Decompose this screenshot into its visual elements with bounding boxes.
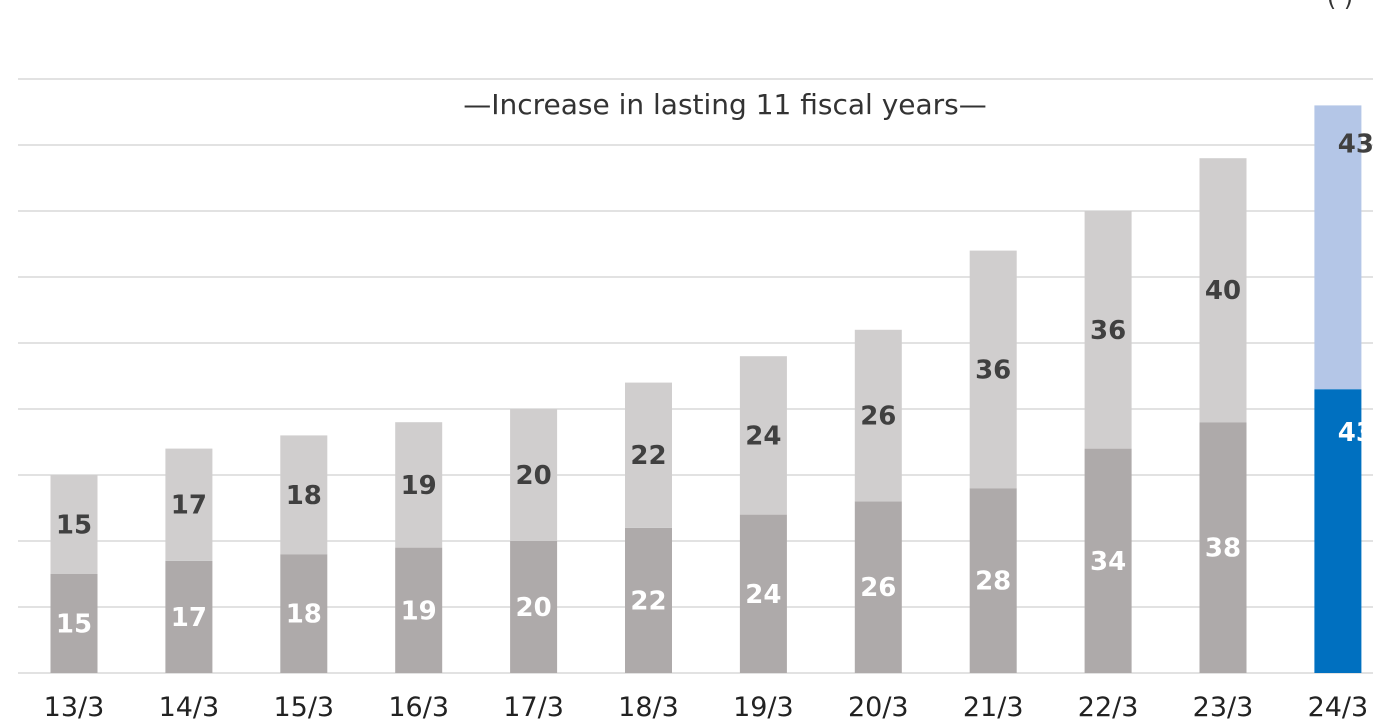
data-label-upper-17-3: 20 — [516, 461, 552, 491]
bars — [50, 105, 1362, 673]
data-label-lower-24-3: 43 — [1338, 418, 1373, 448]
x-tick-label-15-3: 15/3 — [273, 692, 334, 723]
bar-labels: 15 15 17 17 18 18 19 19 20 20 22 22 24 24 26 26 28 36 34 36… — [56, 129, 1373, 639]
bar-upper-14-3 — [165, 448, 213, 561]
bar-lower-20-3 — [854, 501, 902, 673]
x-tick-label-13-3: 13/3 — [44, 692, 105, 723]
bar-upper-20-3 — [854, 329, 902, 502]
x-tick-label-18-3: 18/3 — [618, 692, 679, 723]
data-label-upper-19-3: 24 — [745, 421, 781, 451]
bar-lower-21-3 — [969, 488, 1017, 673]
bar-upper-17-3 — [510, 409, 558, 541]
data-label-lower-19-3: 24 — [745, 580, 781, 610]
x-tick-label-23-3: 23/3 — [1193, 692, 1254, 723]
x-tick-label-20-3: 20/3 — [848, 692, 909, 723]
data-label-upper-23-3: 40 — [1205, 276, 1241, 306]
bar-lower-18-3 — [625, 527, 672, 673]
x-tick-label-24-3: 24/3 — [1308, 692, 1369, 723]
data-label-lower-23-3: 38 — [1205, 534, 1241, 564]
grid-lines — [18, 78, 1373, 674]
bar-upper-13-3 — [50, 475, 98, 574]
data-label-upper-16-3: 19 — [401, 471, 437, 501]
data-label-upper-22-3: 36 — [1090, 316, 1126, 346]
x-tick-label-14-3: 14/3 — [159, 692, 220, 723]
bar-upper-22-3 — [1084, 211, 1132, 449]
bar-lower-16-3 — [395, 547, 443, 673]
unit-label: ( ) — [1327, 0, 1353, 12]
data-label-upper-15-3: 18 — [286, 481, 322, 511]
data-label-lower-18-3: 22 — [630, 586, 666, 616]
bar-lower-22-3 — [1084, 448, 1132, 673]
bar-lower-14-3 — [165, 560, 213, 673]
data-label-lower-17-3: 20 — [516, 593, 552, 623]
data-label-lower-13-3: 15 — [56, 610, 92, 640]
bar-upper-16-3 — [395, 422, 443, 548]
bar-upper-23-3 — [1199, 158, 1247, 423]
bar-lower-15-3 — [280, 554, 328, 673]
data-label-upper-13-3: 15 — [56, 511, 92, 541]
data-label-lower-15-3: 18 — [286, 600, 322, 630]
bar-lower-24-3 — [1314, 389, 1362, 673]
data-label-lower-20-3: 26 — [860, 573, 896, 603]
data-label-lower-14-3: 17 — [171, 603, 207, 633]
x-tick-label-22-3: 22/3 — [1078, 692, 1139, 723]
bar-upper-21-3 — [969, 250, 1017, 489]
data-label-lower-16-3: 19 — [401, 596, 437, 626]
data-label-upper-20-3: 26 — [860, 402, 896, 432]
x-tick-label-21-3: 21/3 — [963, 692, 1024, 723]
data-label-upper-18-3: 22 — [630, 441, 666, 471]
bar-lower-23-3 — [1199, 422, 1247, 673]
bar-upper-19-3 — [739, 356, 787, 515]
x-axis-tick-labels: 13/3 14/3 15/3 16/3 17/3 18/3 19/3 20/3 21/3 22/3… — [44, 692, 1369, 723]
x-tick-label-19-3: 19/3 — [733, 692, 794, 723]
data-label-lower-22-3: 34 — [1090, 547, 1126, 577]
bar-upper-15-3 — [280, 435, 328, 555]
bar-upper-18-3 — [625, 382, 672, 528]
data-label-upper-21-3: 36 — [975, 355, 1011, 385]
x-tick-label-17-3: 17/3 — [503, 692, 564, 723]
bar-lower-19-3 — [739, 514, 787, 673]
x-tick-label-16-3: 16/3 — [388, 692, 449, 723]
bar-lower-17-3 — [510, 541, 558, 673]
data-label-lower-21-3: 28 — [975, 567, 1011, 597]
chart-title: —Increase in lasting 11 fiscal years— — [463, 88, 987, 121]
bar-lower-13-3 — [50, 574, 98, 673]
data-label-upper-14-3: 17 — [171, 491, 207, 521]
bar-upper-24-3 — [1314, 105, 1362, 390]
data-label-upper-24-3: 43 — [1338, 129, 1373, 159]
